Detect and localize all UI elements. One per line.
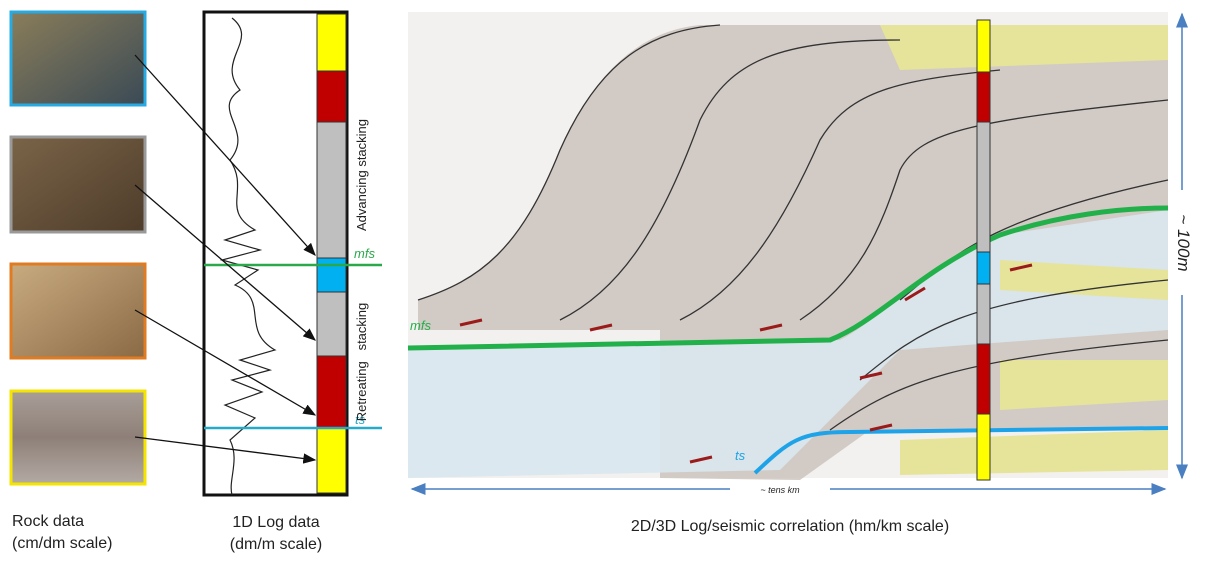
height-label: ~ 100m — [1174, 214, 1193, 271]
ts-label: ts — [355, 412, 366, 427]
log-subtitle: (dm/m scale) — [230, 536, 322, 553]
log-title: 1D Log data — [232, 514, 319, 531]
rock-photo — [9, 10, 147, 107]
rock-photo — [9, 389, 147, 486]
rock-subtitle: (cm/dm scale) — [12, 535, 112, 552]
rock-photo — [9, 135, 147, 234]
rock-title: Rock data — [12, 513, 84, 530]
connector-arrows — [134, 54, 317, 464]
width-label: ~ tens km — [760, 485, 800, 495]
mfs-label-2d: mfs — [410, 318, 431, 333]
correlation-panel — [407, 12, 1169, 481]
retreating-label: Retreating stacking — [354, 303, 369, 422]
ts-label-2d: ts — [735, 448, 746, 463]
rock-photo — [9, 262, 147, 360]
advancing-label: Advancing stacking — [354, 119, 369, 231]
mfs-label: mfs — [354, 246, 375, 261]
log-column — [316, 13, 347, 494]
log-curve — [219, 17, 277, 496]
well-column — [976, 19, 991, 481]
correlation-title: 2D/3D Log/seismic correlation (hm/km sca… — [631, 518, 949, 535]
